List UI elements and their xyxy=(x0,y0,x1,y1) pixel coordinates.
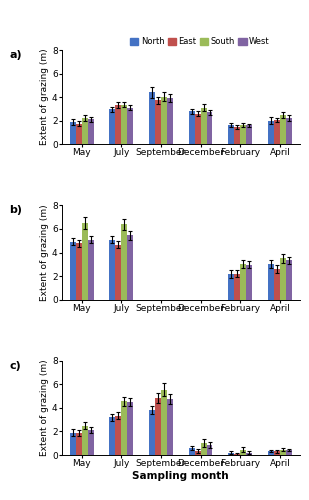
Bar xyxy=(195,114,201,144)
Bar xyxy=(228,125,234,144)
Bar xyxy=(286,118,292,144)
Bar xyxy=(109,110,115,144)
Y-axis label: Extent of grazing (m): Extent of grazing (m) xyxy=(40,360,49,456)
Bar xyxy=(206,112,213,144)
Bar xyxy=(155,100,161,144)
Bar xyxy=(87,120,94,144)
Legend: North, East, South, West: North, East, South, West xyxy=(130,37,270,46)
Bar xyxy=(246,126,252,144)
Bar xyxy=(155,398,161,455)
Bar xyxy=(228,274,234,299)
Bar xyxy=(161,390,167,455)
Bar xyxy=(228,452,234,455)
Bar xyxy=(127,108,133,144)
Bar xyxy=(268,451,274,455)
Bar xyxy=(246,265,252,300)
Bar xyxy=(274,452,280,455)
Text: a): a) xyxy=(10,50,22,60)
Bar xyxy=(115,416,121,455)
Bar xyxy=(127,402,133,455)
Bar xyxy=(115,104,121,144)
Bar xyxy=(115,245,121,300)
Bar xyxy=(234,274,240,299)
Bar xyxy=(286,450,292,455)
Text: b): b) xyxy=(10,206,23,216)
Bar xyxy=(240,450,246,455)
Bar xyxy=(82,223,87,300)
Bar xyxy=(121,224,127,300)
Bar xyxy=(82,426,87,455)
Bar xyxy=(268,120,274,144)
Bar xyxy=(70,432,76,455)
Bar xyxy=(234,454,240,455)
Bar xyxy=(280,258,286,300)
Bar xyxy=(268,264,274,300)
Bar xyxy=(70,122,76,144)
Bar xyxy=(167,98,173,144)
Bar xyxy=(189,111,195,144)
Bar xyxy=(234,127,240,144)
Bar xyxy=(70,242,76,300)
Bar xyxy=(280,115,286,144)
Bar xyxy=(121,402,127,455)
Bar xyxy=(109,418,115,455)
Bar xyxy=(189,448,195,455)
Bar xyxy=(149,410,155,455)
Bar xyxy=(76,124,82,144)
Bar xyxy=(195,451,201,455)
Bar xyxy=(109,240,115,300)
Text: c): c) xyxy=(10,361,21,371)
Bar xyxy=(240,264,246,300)
Bar xyxy=(82,118,87,144)
Bar xyxy=(246,452,252,455)
Bar xyxy=(161,96,167,144)
Bar xyxy=(76,243,82,300)
Bar xyxy=(167,399,173,455)
Bar xyxy=(240,125,246,144)
Y-axis label: Extent of grazing (m): Extent of grazing (m) xyxy=(40,204,49,301)
Bar xyxy=(274,120,280,144)
Y-axis label: Extent of grazing (m): Extent of grazing (m) xyxy=(40,49,49,146)
Bar xyxy=(149,92,155,144)
Bar xyxy=(121,104,127,144)
Bar xyxy=(127,236,133,300)
Bar xyxy=(76,433,82,455)
Bar xyxy=(206,445,213,455)
Bar xyxy=(201,108,206,144)
Bar xyxy=(274,269,280,300)
Bar xyxy=(286,260,292,300)
Bar xyxy=(280,450,286,455)
X-axis label: Sampling month: Sampling month xyxy=(133,471,229,481)
Bar xyxy=(87,240,94,300)
Bar xyxy=(87,430,94,455)
Bar xyxy=(201,443,206,455)
